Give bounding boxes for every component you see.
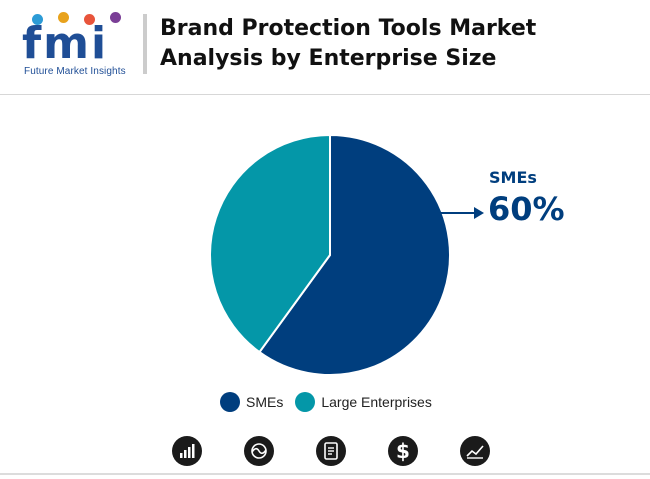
logo-dot-icon — [32, 14, 43, 25]
logo-dot-icon — [110, 12, 121, 23]
pie-slice-large-enterprises — [209, 133, 331, 354]
footer-rule — [0, 473, 650, 475]
legend-label: Large Enterprises — [321, 394, 432, 410]
svg-text:$: $ — [396, 440, 410, 462]
title-line-2: Analysis by Enterprise Size — [160, 46, 497, 71]
logo-tagline: Future Market Insights — [24, 66, 126, 77]
header-rule — [0, 94, 650, 95]
bar-chart-icon — [172, 436, 202, 466]
title-line-1: Brand Protection Tools Market — [160, 16, 537, 41]
chart-swirl-icon — [244, 436, 274, 466]
legend-swatch-smes — [220, 392, 240, 412]
fmi-logo: fmi Future Market Insights — [22, 12, 140, 78]
document-icon — [316, 436, 346, 466]
page-title: Brand Protection Tools Market Analysis b… — [160, 14, 580, 74]
pie-slice-smes — [258, 133, 451, 376]
chart-legend: SMEs Large Enterprises — [220, 390, 444, 414]
logo-wordmark: fmi — [22, 18, 109, 69]
legend-label: SMEs — [246, 394, 284, 410]
bottom-icon-row: $ — [0, 436, 650, 470]
legend-item-large-enterprises: Large Enterprises — [295, 392, 432, 412]
legend-item-smes: SMEs — [220, 392, 283, 412]
callout-value: 60% — [488, 190, 565, 228]
pie-chart — [209, 133, 451, 376]
legend-swatch-large-enterprises — [295, 392, 316, 412]
header: fmi Future Market Insights Brand Protect… — [0, 0, 650, 95]
trend-line-icon — [460, 436, 490, 466]
logo-dot-icon — [58, 12, 69, 23]
callout-category: SMEs — [489, 168, 537, 187]
dollar-icon: $ — [388, 436, 418, 466]
logo-dot-icon — [84, 14, 95, 25]
callout-arrow-icon — [440, 207, 484, 219]
header-divider — [143, 14, 147, 74]
